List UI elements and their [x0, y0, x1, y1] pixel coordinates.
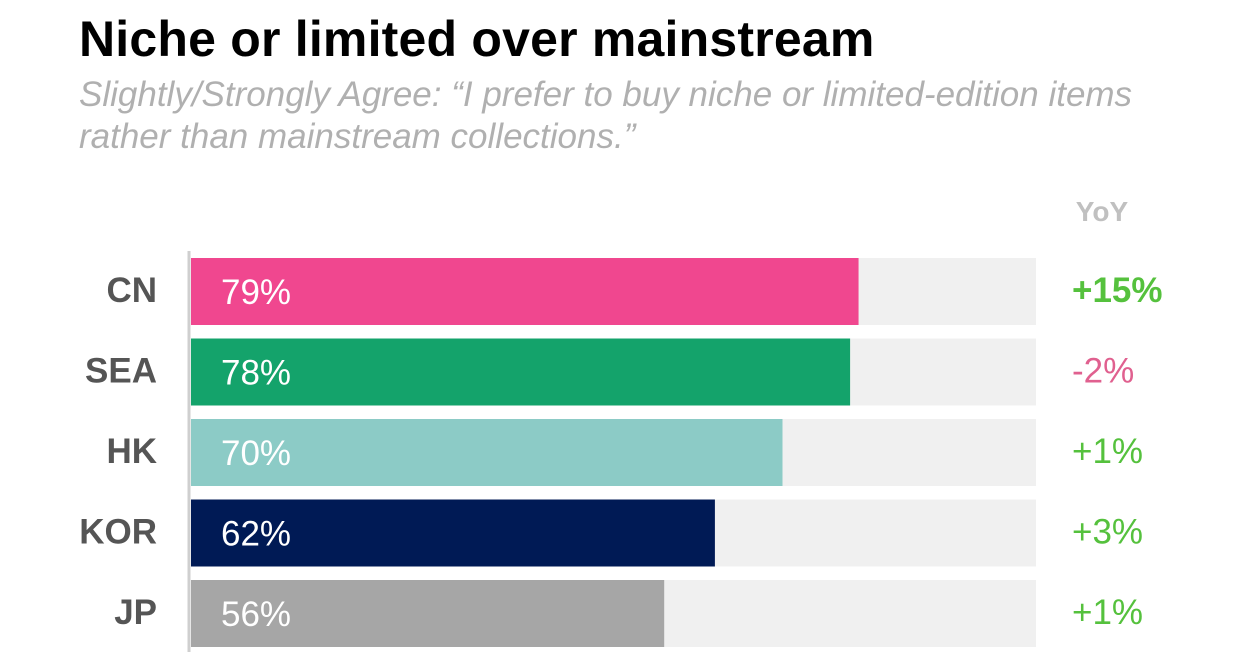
value-label: 78%: [221, 353, 291, 392]
bar: [191, 419, 783, 486]
yoy-label: +1%: [1072, 432, 1143, 471]
bar: [191, 580, 665, 647]
chart-title: Niche or limited over mainstream: [79, 11, 875, 67]
yoy-label: +1%: [1072, 593, 1143, 632]
yoy-label: -2%: [1072, 351, 1134, 390]
category-label: CN: [106, 271, 157, 310]
category-label: SEA: [85, 351, 157, 390]
category-label: KOR: [79, 512, 157, 551]
bar: [191, 499, 715, 567]
value-label: 70%: [221, 434, 291, 473]
yoy-column-header: YoY: [1075, 196, 1129, 227]
category-label: JP: [114, 593, 157, 632]
yoy-label: +3%: [1072, 512, 1143, 551]
category-label: HK: [106, 432, 157, 471]
value-label: 79%: [221, 273, 291, 312]
value-label: 62%: [221, 514, 291, 553]
bar: [191, 338, 851, 406]
chart-subtitle: Slightly/Strongly Agree: “I prefer to bu…: [79, 75, 1133, 156]
yoy-label: +15%: [1072, 271, 1163, 310]
bar: [191, 258, 859, 325]
value-label: 56%: [221, 595, 291, 634]
